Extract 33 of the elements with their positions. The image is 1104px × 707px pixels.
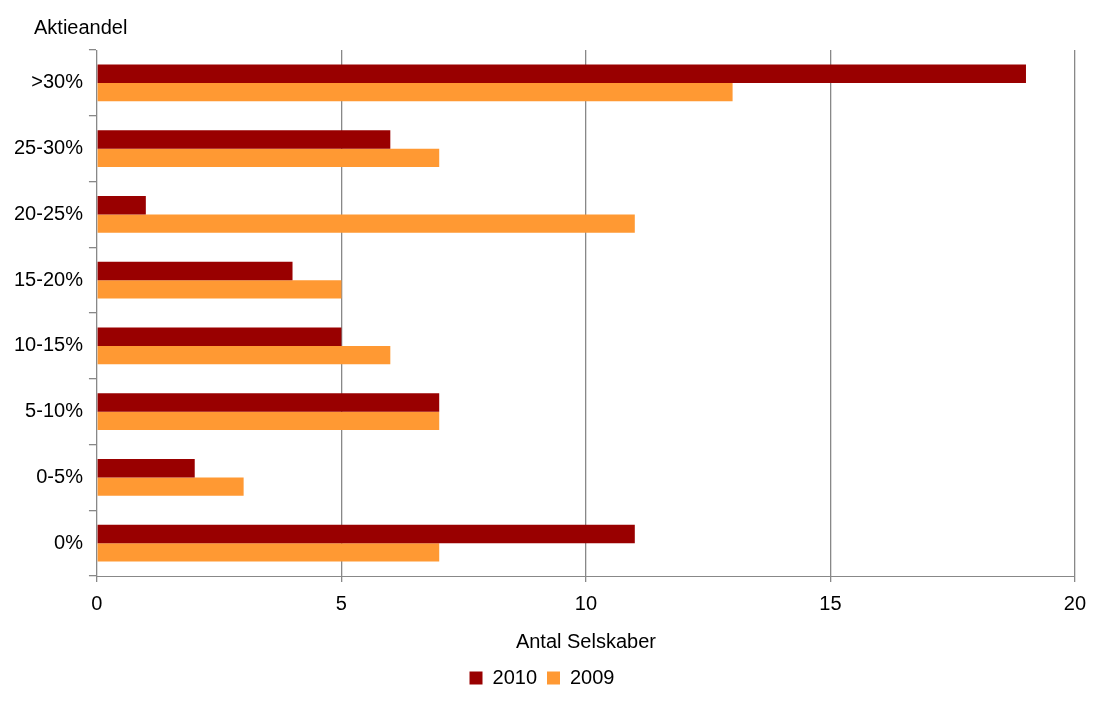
- bar: [97, 393, 440, 412]
- bar: [97, 543, 440, 562]
- y-tick-label: 0%: [54, 530, 84, 553]
- bar: [97, 345, 391, 365]
- bar: [97, 477, 244, 496]
- legend-label: 2009: [570, 665, 615, 688]
- y-axis-title: Aktieandel: [34, 16, 128, 39]
- x-tick-label: 0: [91, 591, 103, 614]
- y-tick-label: 15-20%: [14, 267, 84, 290]
- bar: [97, 458, 195, 478]
- bar: [97, 64, 1026, 83]
- bar: [97, 82, 733, 102]
- bar: [97, 130, 391, 149]
- bar: [97, 411, 440, 431]
- bar: [97, 524, 635, 544]
- x-tick-label: 10: [574, 591, 598, 614]
- bar: [97, 261, 293, 281]
- x-axis-title: Antal Selskaber: [515, 629, 657, 652]
- y-tick-label: 20-25%: [14, 201, 84, 224]
- y-tick-label: 25-30%: [14, 136, 84, 159]
- bar: [97, 327, 342, 346]
- y-tick-label: 5-10%: [25, 399, 84, 422]
- y-tick-label: 0-5%: [36, 464, 84, 487]
- y-tick-label: >30%: [31, 70, 84, 93]
- bar: [97, 148, 440, 168]
- bar: [97, 214, 635, 233]
- x-tick-label: 20: [1063, 591, 1086, 614]
- legend-label: 2010: [492, 665, 538, 688]
- x-tick-label: 15: [819, 591, 842, 614]
- x-tick-label: 5: [335, 591, 347, 614]
- bar: [97, 195, 146, 215]
- y-tick-label: 10-15%: [14, 333, 84, 356]
- bar: [97, 280, 342, 299]
